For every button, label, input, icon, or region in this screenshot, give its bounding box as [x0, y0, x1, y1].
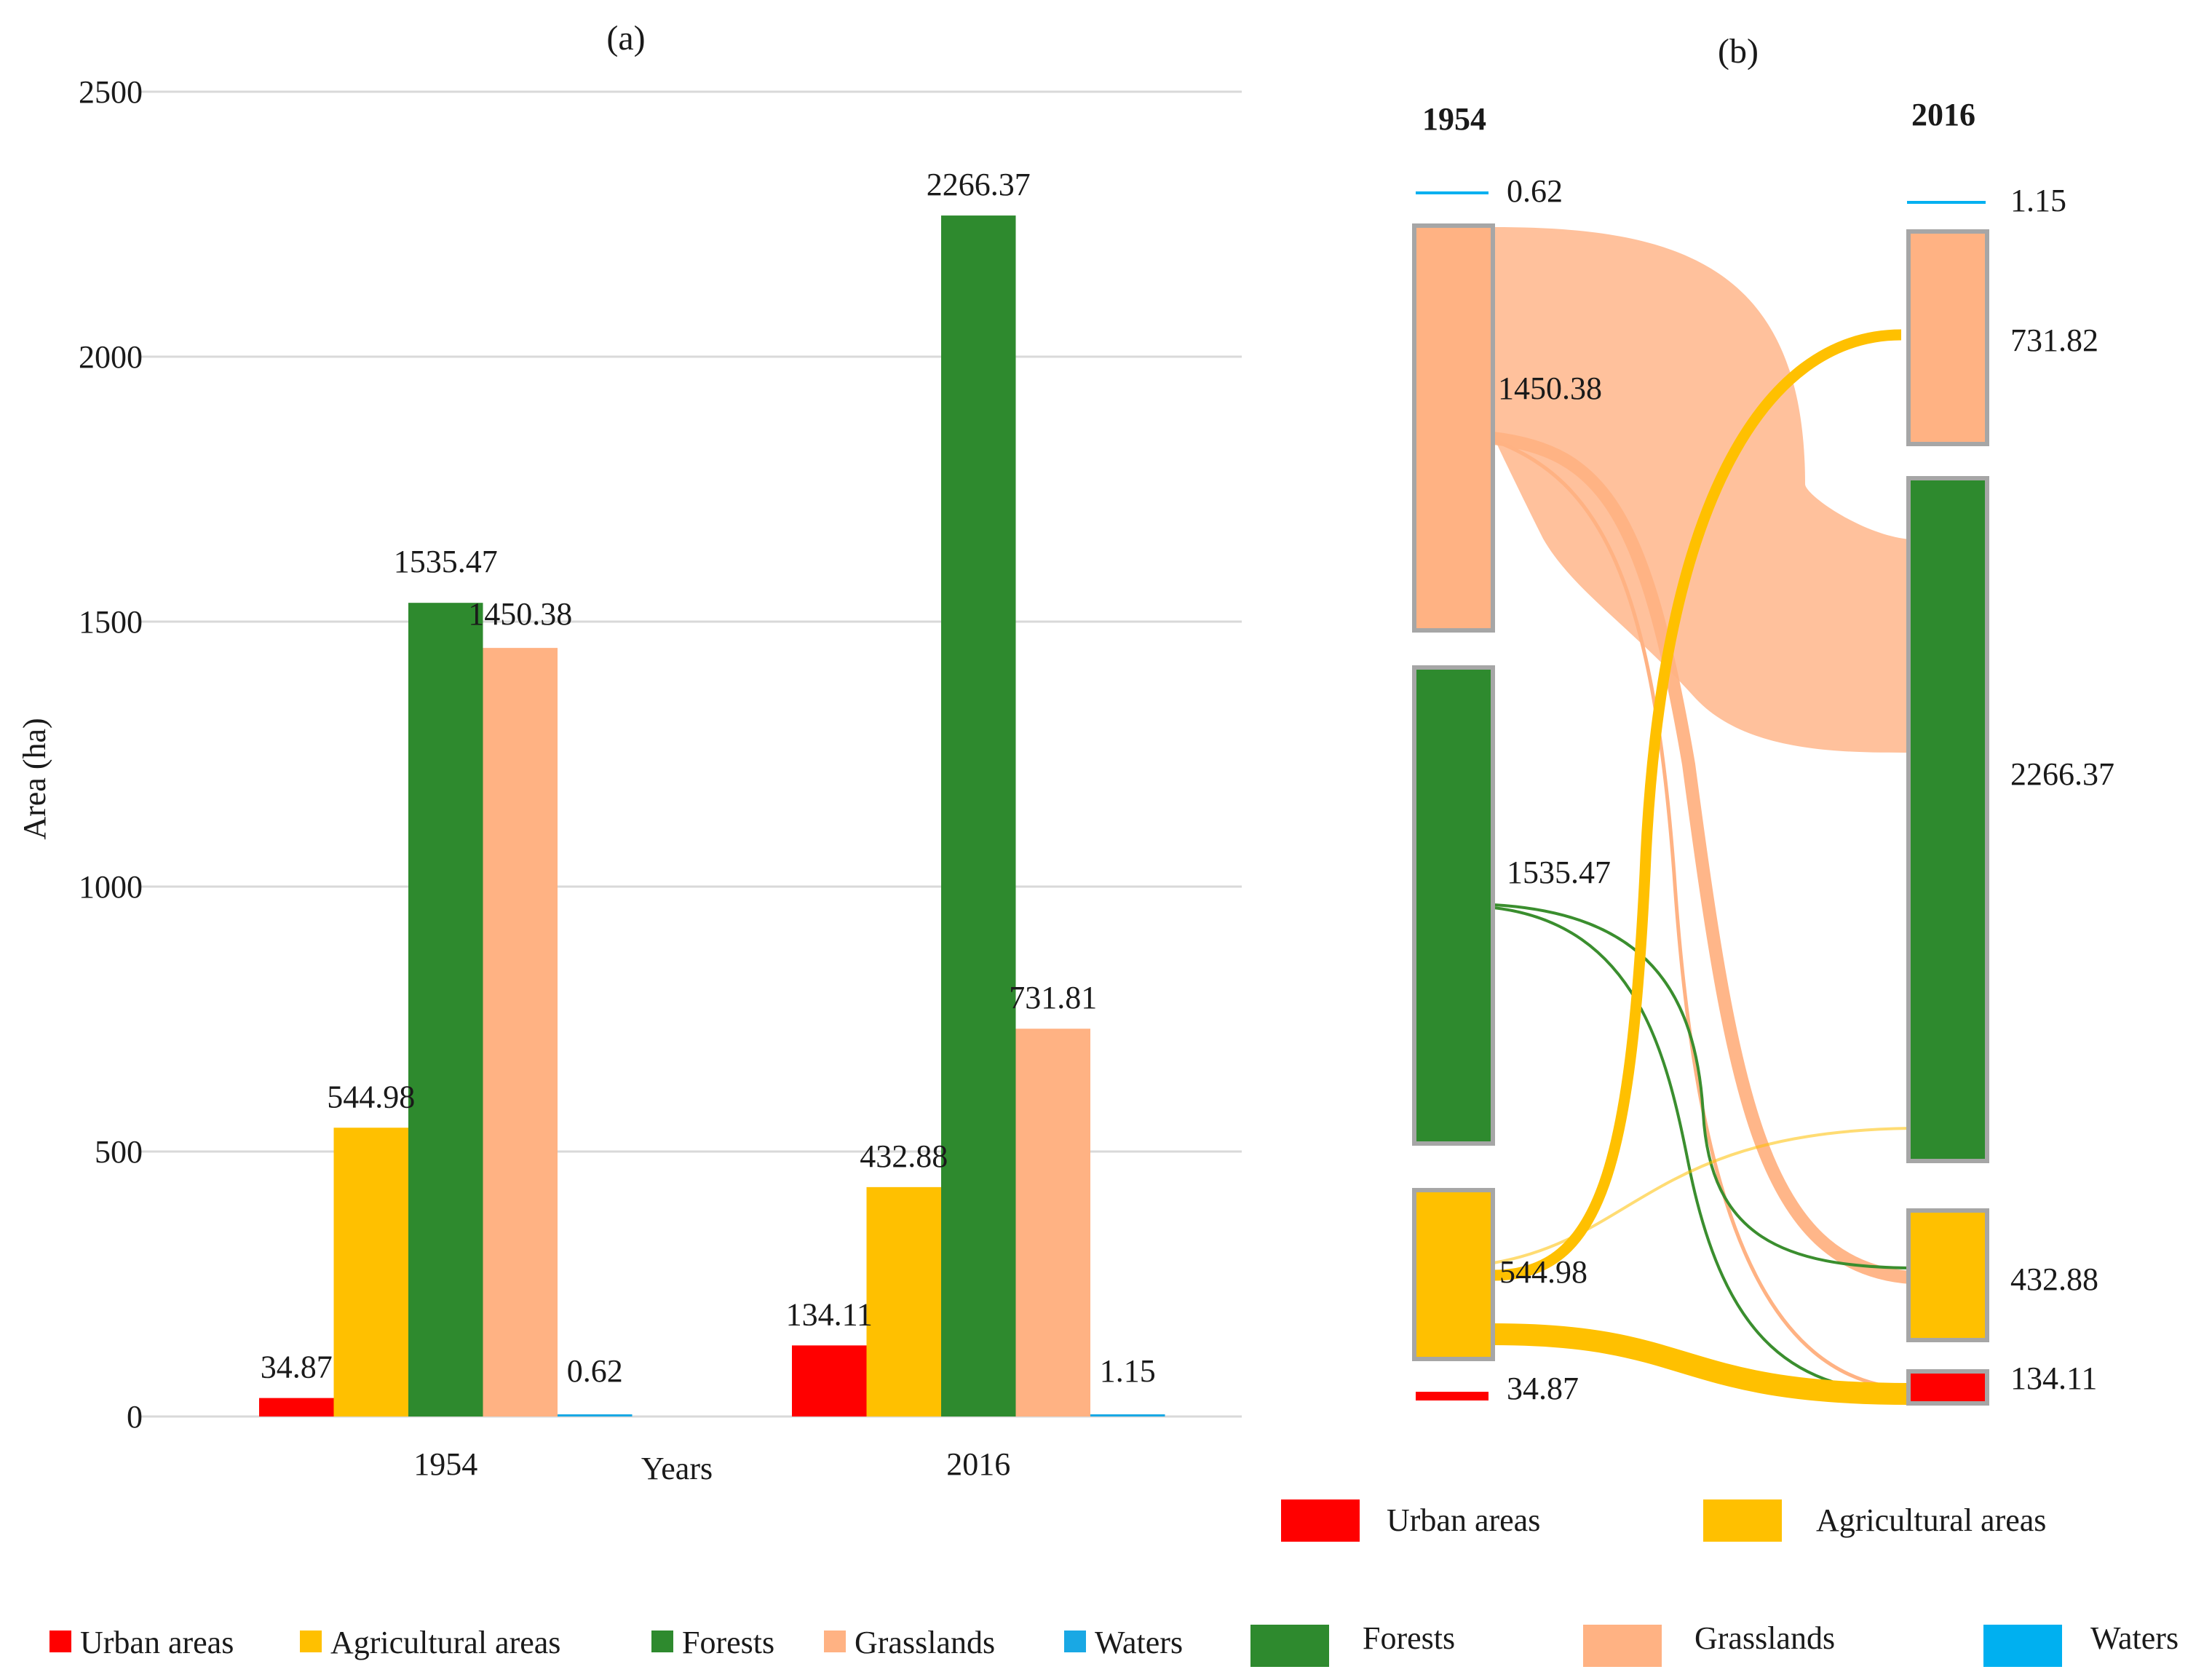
value-label-urban-2016: 134.11 — [786, 1296, 873, 1332]
bar-agricultural-1954 — [333, 1128, 408, 1416]
bar-agricultural-2016 — [866, 1186, 941, 1416]
bar-grasslands-2016 — [1015, 1029, 1090, 1416]
bar-urban-1954 — [259, 1398, 334, 1416]
flow-agricultural-to-grasslands — [1493, 329, 1902, 1281]
legend-label-waters: Waters — [1095, 1625, 1183, 1660]
node-2016-agricultural — [1906, 1208, 1989, 1342]
flow-agricultural-to-urban — [1493, 1323, 1911, 1405]
sankey-legend-swatch-urban — [1281, 1499, 1360, 1542]
y-tick-label: 500 — [95, 1134, 143, 1170]
panel-b-label: (b) — [1718, 32, 1759, 71]
node-1954-urban — [1416, 1392, 1488, 1400]
node-2016-grasslands — [1906, 229, 1989, 446]
sankey-right-year: 2016 — [1911, 97, 1975, 132]
sankey-flows — [1492, 227, 1911, 1405]
bar-chart-panel: (a) 0 500 1000 1500 2000 2500 Area (ha) 34.87… — [17, 19, 1242, 1660]
node-1954-grasslands — [1412, 223, 1495, 633]
sankey-legend-label-grasslands: Grasslands — [1694, 1620, 1835, 1656]
legend-swatch-agricultural — [300, 1631, 322, 1652]
flow-grasslands-to-urban — [1493, 438, 1911, 1391]
node-2016-waters-label: 1.15 — [2010, 183, 2066, 218]
node-1954-grasslands-label: 1450.38 — [1498, 371, 1602, 406]
sankey-legend-label-agricultural: Agricultural areas — [1816, 1502, 2046, 1538]
bar-urban-2016 — [792, 1345, 867, 1416]
legend-swatch-forests — [651, 1631, 673, 1652]
y-tick-label: 0 — [127, 1399, 143, 1435]
sankey-legend-swatch-forests — [1250, 1625, 1329, 1667]
sankey-left-year: 1954 — [1422, 101, 1486, 137]
sankey-legend-label-forests: Forests — [1363, 1620, 1455, 1656]
node-1954-agricultural — [1412, 1188, 1495, 1361]
legend-label-forests: Forests — [682, 1625, 774, 1660]
node-1954-urban-label: 34.87 — [1507, 1371, 1579, 1406]
y-tick-label: 1000 — [79, 869, 143, 905]
legend-swatch-waters — [1064, 1631, 1086, 1652]
sankey-panel: (b) 1954 2016 — [1250, 32, 2179, 1667]
node-2016-agricultural-label: 432.88 — [2010, 1261, 2098, 1297]
bar-forests-2016 — [941, 215, 1016, 1416]
bar-forests-1954 — [408, 603, 483, 1416]
value-label-agricultural-2016: 432.88 — [860, 1138, 948, 1174]
panel-a-label: (a) — [606, 19, 645, 58]
sankey-legend-swatch-agricultural — [1703, 1499, 1782, 1542]
flow-forests-to-agricultural — [1493, 903, 1911, 1269]
sankey-legend-swatch-waters — [1983, 1625, 2062, 1667]
legend-label-grasslands: Grasslands — [855, 1625, 995, 1660]
legend-swatch-urban — [49, 1631, 71, 1652]
y-tick-label: 2000 — [79, 339, 143, 375]
node-1954-forests-label: 1535.47 — [1507, 855, 1611, 890]
flow-grasslands-to-agricultural — [1492, 432, 1911, 1284]
y-tick-label: 1500 — [79, 604, 143, 640]
legend-label-urban: Urban areas — [80, 1625, 234, 1660]
node-1954-forests — [1412, 665, 1495, 1146]
flow-forests-to-urban — [1493, 906, 1911, 1395]
x-axis-title: Years — [641, 1451, 713, 1486]
sankey-legend-label-waters: Waters — [2090, 1620, 2179, 1656]
value-label-forests-1954: 1535.47 — [394, 544, 498, 579]
node-2016-urban — [1906, 1369, 1989, 1406]
node-2016-forests — [1906, 476, 1989, 1163]
node-2016-urban-label: 134.11 — [2010, 1360, 2097, 1396]
node-1954-waters-label: 0.62 — [1507, 173, 1563, 209]
node-1954-agricultural-label: 544.98 — [1499, 1254, 1587, 1290]
value-label-urban-1954: 34.87 — [261, 1350, 333, 1385]
y-axis-title: Area (ha) — [17, 718, 52, 839]
x-tick-label: 2016 — [946, 1446, 1010, 1482]
value-label-grasslands-2016: 731.81 — [1009, 980, 1097, 1015]
sankey-legend: Urban areas Agricultural areas Forests G… — [1250, 1499, 2179, 1667]
legend-swatch-grasslands — [824, 1631, 846, 1652]
x-tick-label: 1954 — [413, 1446, 477, 1482]
bar-grasslands-1954 — [483, 648, 558, 1417]
bar-waters-1954 — [558, 1414, 633, 1416]
sankey-legend-label-urban: Urban areas — [1387, 1502, 1540, 1538]
node-2016-forests-label: 2266.37 — [2010, 756, 2114, 792]
value-label-forests-2016: 2266.37 — [927, 167, 1031, 202]
value-label-waters-2016: 1.15 — [1100, 1353, 1156, 1389]
sankey-legend-swatch-grasslands — [1583, 1625, 1662, 1667]
node-2016-grasslands-label: 731.82 — [2010, 322, 2098, 358]
flow-grasslands-to-forests — [1494, 227, 1911, 753]
flow-agricultural-to-forests — [1493, 1127, 1911, 1264]
y-tick-label: 2500 — [79, 74, 143, 110]
value-label-agricultural-1954: 544.98 — [327, 1079, 415, 1114]
value-label-waters-1954: 0.62 — [567, 1353, 623, 1389]
bar-chart-legend: Urban areas Agricultural areas Forests Gras… — [49, 1625, 1183, 1660]
bar-waters-2016 — [1090, 1414, 1165, 1416]
value-label-grasslands-1954: 1450.38 — [468, 596, 572, 632]
legend-label-agricultural: Agricultural areas — [330, 1625, 560, 1660]
